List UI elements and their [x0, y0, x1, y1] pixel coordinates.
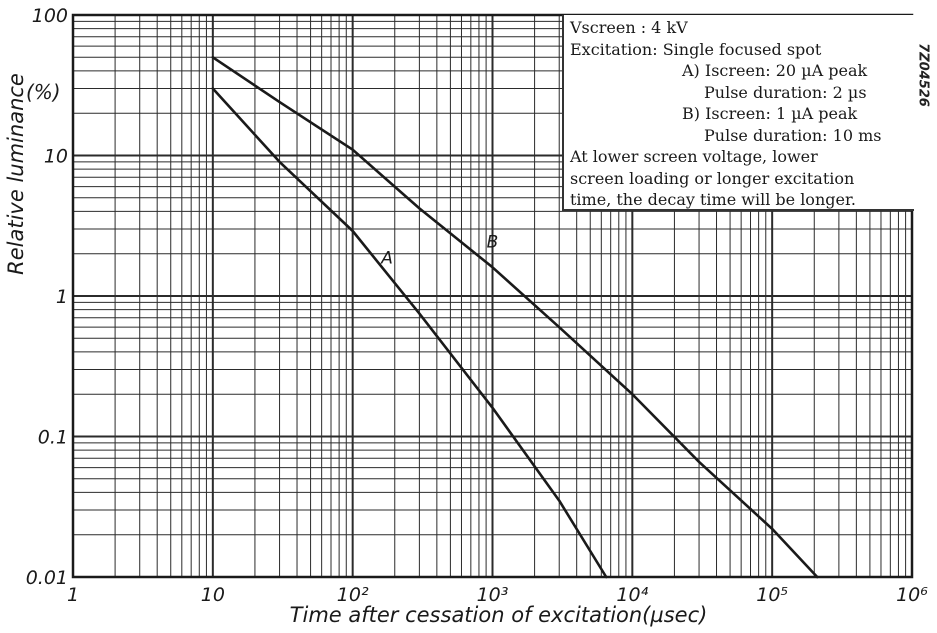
series-line-a — [211, 87, 608, 579]
legend-line-excitation: Excitation: Single focused spot — [570, 39, 822, 59]
curve-labels: AB — [380, 233, 498, 269]
x-axis-label: Time after cessation of excitation(µsec) — [289, 603, 708, 627]
y-tick-label: 1 — [56, 286, 68, 308]
x-tick-label: 10⁴ — [616, 584, 648, 606]
grid — [72, 15, 912, 578]
legend-line-a-current: A) Iscreen: 20 µA peak — [682, 61, 868, 80]
y-tick-label: 0.01 — [26, 567, 68, 589]
x-tick-label: 10² — [337, 584, 369, 606]
y-tick-label: 100 — [32, 5, 68, 27]
legend-note-1: At lower screen voltage, lower — [570, 147, 818, 166]
legend-line-vscreen: Vscreen : 4 kV — [570, 18, 688, 37]
x-tick-label: 10⁶ — [896, 584, 928, 606]
legend-box: Vscreen : 4 kV Excitation: Single focuse… — [562, 15, 914, 211]
curve-label-b: B — [487, 233, 499, 253]
x-tick-label: 1 — [67, 584, 79, 606]
figure-code: 7Z04526 — [912, 20, 934, 130]
y-axis-label: Relative luminance — [4, 73, 28, 275]
legend-note-2: screen loading or longer excitation — [570, 168, 855, 188]
legend-line-b-pulse: Pulse duration: 10 ms — [704, 125, 882, 145]
legend-line-b-current: B) Iscreen: 1 µA peak — [682, 104, 858, 123]
legend-line-a-pulse: Pulse duration: 2 µs — [704, 82, 867, 102]
x-tick-labels: 1 10 10² 10³ 10⁴ 10⁵ 10⁶ — [67, 584, 928, 606]
x-tick-label: 10³ — [477, 584, 509, 606]
series-line-b — [211, 55, 819, 579]
x-tick-label: 10 — [201, 584, 225, 606]
y-axis-unit: (%) — [26, 80, 61, 104]
legend-note-3: time, the decay time will be longer. — [570, 190, 856, 209]
curve-label-a: A — [380, 248, 393, 268]
y-axis-label-wrap: Relative luminance — [2, 14, 30, 334]
plot-frame — [71, 13, 914, 579]
y-tick-label: 0.1 — [38, 427, 68, 449]
x-tick-label: 10⁵ — [756, 584, 788, 606]
y-tick-labels: 0.01 0.1 1 10 100 — [26, 5, 68, 589]
figure-code-text: 7Z04526 — [915, 43, 931, 107]
curves — [211, 55, 819, 579]
plot-border — [71, 13, 914, 579]
y-tick-label: 10 — [44, 146, 68, 168]
